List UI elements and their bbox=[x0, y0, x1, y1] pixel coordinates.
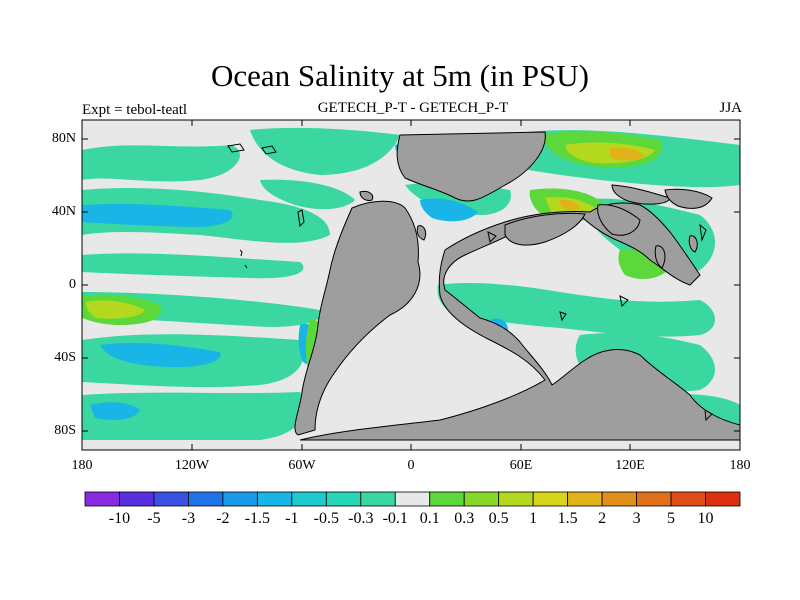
colorbar-swatch bbox=[498, 491, 534, 507]
colorbar-label: 5 bbox=[667, 510, 676, 527]
colorbar bbox=[84, 491, 741, 507]
map-title: Ocean Salinity at 5m (in PSU) bbox=[211, 58, 589, 93]
colorbar-label: 0.3 bbox=[454, 510, 475, 527]
colorbar-label: -0.3 bbox=[348, 510, 374, 527]
colorbar-label: -3 bbox=[181, 510, 196, 527]
western-continent bbox=[294, 200, 421, 436]
colorbar-swatch bbox=[153, 491, 189, 507]
colorbar-label: 0.5 bbox=[488, 510, 509, 527]
colorbar-swatch bbox=[429, 491, 465, 507]
x-tick-label: 120E bbox=[615, 458, 645, 473]
colorbar-swatch bbox=[567, 491, 603, 507]
colorbar-swatch bbox=[532, 491, 569, 507]
colorbar-swatch bbox=[463, 491, 500, 507]
colorbar-swatch bbox=[670, 491, 706, 507]
colorbar-swatch bbox=[636, 491, 672, 507]
coastline-details bbox=[227, 143, 713, 422]
northeast-island bbox=[664, 188, 713, 209]
small-island bbox=[654, 245, 666, 269]
x-tick-label: 0 bbox=[407, 458, 415, 473]
colorbar-label: -0.1 bbox=[382, 510, 408, 527]
y-tick-label: 40S bbox=[54, 350, 76, 365]
eastern-interior-land bbox=[504, 212, 586, 246]
colorbar-swatch bbox=[84, 491, 120, 507]
colorbar-label: -0.5 bbox=[313, 510, 339, 527]
y-tick-label: 40N bbox=[51, 204, 76, 219]
colorbar-label: 0.1 bbox=[419, 510, 440, 527]
x-tick-label: 120W bbox=[174, 458, 210, 473]
eastern-continent bbox=[299, 202, 740, 441]
colorbar-swatch bbox=[325, 491, 362, 507]
colorbar-swatch bbox=[222, 491, 258, 507]
colorbar-swatch bbox=[394, 491, 431, 507]
map-field bbox=[82, 120, 740, 450]
x-tick-label: 180 bbox=[729, 458, 751, 473]
x-tick-label: 60W bbox=[288, 458, 316, 473]
colorbar-swatch bbox=[188, 491, 224, 507]
high-salinity-core bbox=[560, 147, 645, 211]
colorbar-swatch bbox=[360, 491, 396, 507]
small-island bbox=[416, 225, 427, 241]
inland-sea-block bbox=[597, 204, 641, 236]
small-island bbox=[688, 235, 698, 253]
colorbar-label: -1 bbox=[285, 510, 299, 527]
colorbar-swatch bbox=[705, 491, 741, 507]
colorbar-label: 3 bbox=[632, 510, 641, 527]
season-label: JJA bbox=[719, 100, 742, 116]
y-tick-label: 80N bbox=[51, 131, 76, 146]
colorbar-swatch bbox=[601, 491, 637, 507]
colorbar-label: -1.5 bbox=[244, 510, 271, 527]
x-tick-label: 180 bbox=[71, 458, 93, 473]
colorbar-label: -2 bbox=[216, 510, 230, 527]
colorbar-label: 1.5 bbox=[557, 510, 578, 527]
colorbar-label: -5 bbox=[147, 510, 161, 527]
y-tick-label: 0 bbox=[69, 277, 76, 292]
land-masses bbox=[294, 131, 740, 441]
colorbar-label: -10 bbox=[108, 510, 131, 527]
small-island bbox=[359, 191, 374, 201]
axis-ticks bbox=[82, 120, 740, 450]
model-comparison-label: GETECH_P-T - GETECH_P-T bbox=[317, 100, 509, 116]
colorbar-label: 1 bbox=[529, 510, 538, 527]
colorbar-label: 2 bbox=[598, 510, 607, 527]
colorbar-label: 10 bbox=[697, 510, 714, 527]
colorbar-swatch bbox=[119, 491, 155, 507]
x-tick-label: 60E bbox=[509, 458, 533, 473]
eastern-island bbox=[611, 184, 671, 205]
northern-continent bbox=[396, 131, 546, 202]
colorbar-swatch bbox=[256, 491, 293, 507]
y-tick-label: 80S bbox=[54, 423, 76, 438]
experiment-label: Expt = tebol-teatl bbox=[82, 102, 188, 118]
colorbar-swatch bbox=[291, 491, 327, 507]
